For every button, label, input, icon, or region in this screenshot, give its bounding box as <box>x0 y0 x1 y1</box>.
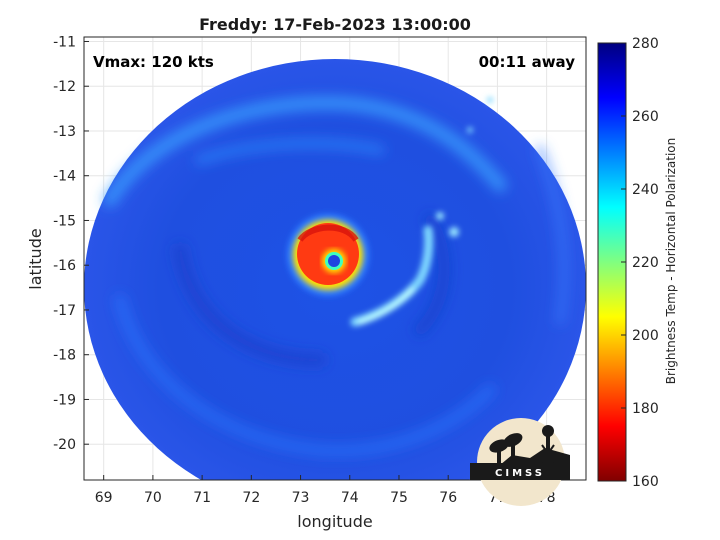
y-tick-label: -20 <box>53 437 76 453</box>
x-tick-label: 75 <box>390 490 408 506</box>
brightness-temperature-field <box>84 59 586 480</box>
y-axis-label: latitude <box>26 228 45 289</box>
colorbar-tick-label: 260 <box>632 109 659 125</box>
y-tick-label: -19 <box>53 392 76 408</box>
storm-eye <box>328 255 340 267</box>
spiral-bands <box>103 95 569 457</box>
y-tick-label: -15 <box>53 213 76 229</box>
x-tick-label: 74 <box>341 490 359 506</box>
cimss-logo: CIMSS <box>470 418 570 506</box>
y-tick-label: -13 <box>53 124 76 140</box>
y-axis-ticks: -11 -12 -13 -14 -15 -16 -17 -18 -19 -20 <box>53 34 89 453</box>
colorbar-ticks: 160 180 200 220 240 260 280 <box>621 36 659 490</box>
x-tick-label: 71 <box>193 490 211 506</box>
y-tick-label: -12 <box>53 79 76 95</box>
vmax-annotation: Vmax: 120 kts <box>93 53 214 71</box>
colorbar-tick-label: 180 <box>632 401 659 417</box>
x-axis-label: longitude <box>297 512 372 531</box>
x-tick-label: 72 <box>242 490 260 506</box>
eyewall <box>287 214 369 296</box>
rainband-warm <box>350 97 493 327</box>
y-tick-label: -14 <box>53 169 76 185</box>
y-tick-label: -17 <box>53 303 76 319</box>
colorbar-tick-label: 240 <box>632 182 659 198</box>
x-tick-label: 69 <box>95 490 113 506</box>
y-tick-label: -16 <box>53 258 76 274</box>
colorbar-tick-label: 280 <box>632 36 659 52</box>
colorbar-tick-label: 200 <box>632 328 659 344</box>
x-tick-label: 73 <box>292 490 310 506</box>
axes-frame <box>83 36 587 481</box>
y-tick-label: -18 <box>53 348 76 364</box>
x-tick-label: 76 <box>439 490 457 506</box>
chart-title: Freddy: 17-Feb-2023 13:00:00 <box>199 15 471 34</box>
colorbar-tick-label: 160 <box>632 474 659 490</box>
y-tick-label: -11 <box>53 34 76 50</box>
colorbar-label: Brightness Temp - Horizontal Polarizatio… <box>664 138 678 385</box>
logo-text: CIMSS <box>495 468 545 479</box>
x-tick-label: 70 <box>144 490 162 506</box>
time-offset-annotation: 00:11 away <box>479 53 576 71</box>
colorbar-tick-label: 220 <box>632 255 659 271</box>
